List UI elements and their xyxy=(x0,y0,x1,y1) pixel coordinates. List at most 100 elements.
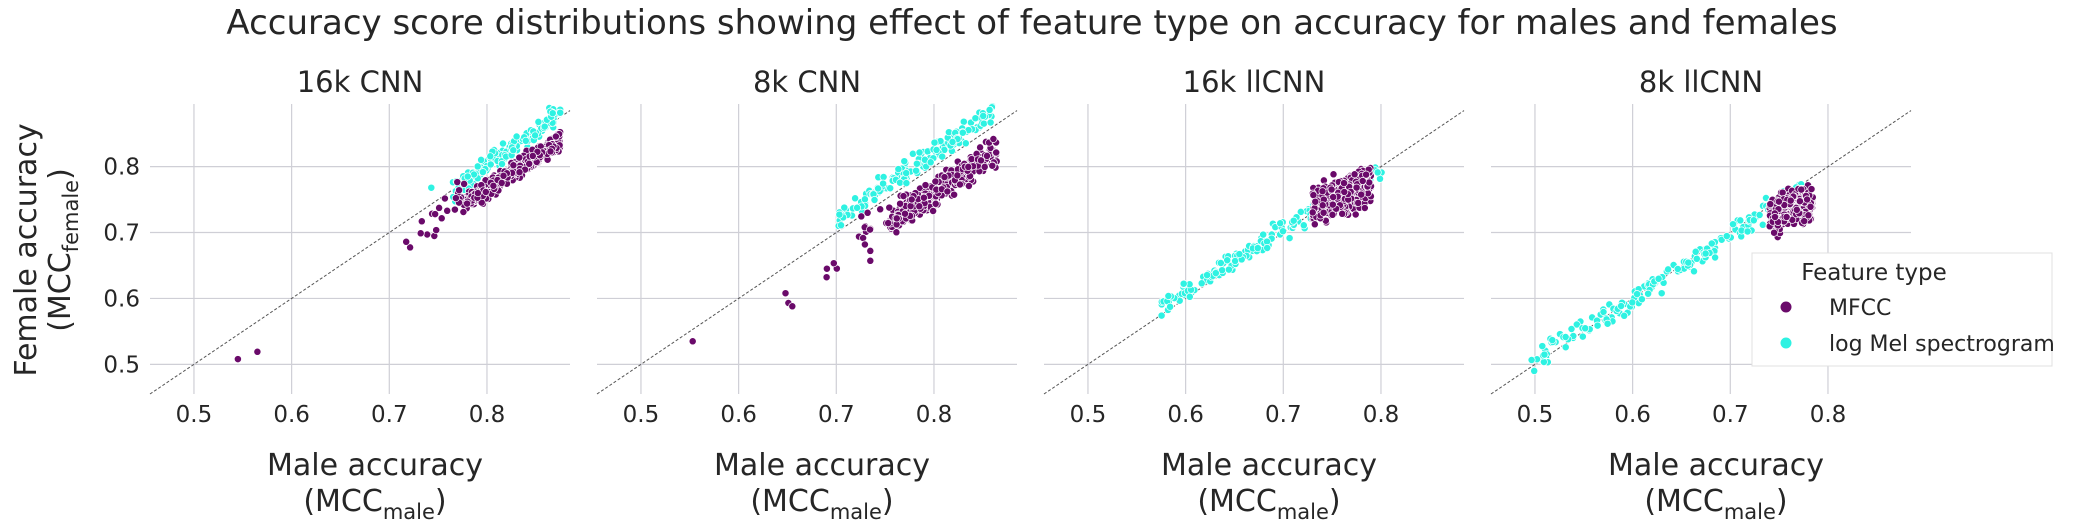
point-log-mel-spectrogram xyxy=(1197,279,1206,288)
point-mfcc xyxy=(866,225,874,234)
point-mfcc xyxy=(829,259,838,268)
point-mfcc xyxy=(1354,198,1363,207)
point-mfcc xyxy=(896,199,905,208)
point-mfcc xyxy=(1766,200,1775,209)
point-mfcc xyxy=(432,226,441,235)
point-log-mel-spectrogram xyxy=(1166,302,1175,311)
point-log-mel-spectrogram xyxy=(1223,256,1232,265)
legend-marker-mfcc xyxy=(1779,300,1793,314)
point-log-mel-spectrogram xyxy=(1235,250,1244,259)
point-mfcc xyxy=(1319,208,1328,217)
point-log-mel-spectrogram xyxy=(971,114,980,123)
panel-title: 8k CNN xyxy=(753,65,861,99)
point-log-mel-spectrogram xyxy=(1276,219,1285,228)
point-log-mel-spectrogram xyxy=(879,179,888,188)
x-axis-label-mcc: (MCCmale) xyxy=(1644,484,1787,524)
point-log-mel-spectrogram xyxy=(1572,320,1581,329)
point-mfcc xyxy=(417,217,426,226)
point-mfcc xyxy=(1328,210,1337,219)
point-log-mel-spectrogram xyxy=(1633,290,1642,299)
point-log-mel-spectrogram xyxy=(1691,247,1700,256)
point-log-mel-spectrogram xyxy=(912,159,921,168)
point-log-mel-spectrogram xyxy=(902,169,911,178)
point-log-mel-spectrogram xyxy=(985,105,994,114)
point-mfcc xyxy=(509,161,518,170)
point-mfcc xyxy=(1327,185,1336,194)
point-mfcc xyxy=(440,194,449,203)
point-log-mel-spectrogram xyxy=(1729,220,1737,229)
point-mfcc xyxy=(956,180,964,189)
point-mfcc xyxy=(551,132,560,141)
point-mfcc xyxy=(1362,170,1371,179)
point-mfcc xyxy=(1338,209,1347,218)
point-mfcc xyxy=(1329,170,1338,179)
x-tick-label: 0.5 xyxy=(1070,402,1107,428)
point-log-mel-spectrogram xyxy=(1540,350,1549,359)
point-log-mel-spectrogram xyxy=(1637,295,1646,304)
point-log-mel-spectrogram xyxy=(938,152,947,161)
point-mfcc xyxy=(931,199,940,208)
point-log-mel-spectrogram xyxy=(1617,302,1626,310)
point-mfcc xyxy=(906,202,915,211)
point-log-mel-spectrogram xyxy=(463,172,472,181)
x-tick-label: 0.8 xyxy=(469,402,506,428)
point-log-mel-spectrogram xyxy=(1253,244,1262,253)
point-mfcc xyxy=(1786,196,1795,205)
point-log-mel-spectrogram xyxy=(1539,358,1548,366)
x-tick-label: 0.8 xyxy=(916,402,953,428)
point-log-mel-spectrogram xyxy=(886,184,895,193)
x-tick-label: 0.8 xyxy=(1363,402,1400,428)
point-log-mel-spectrogram xyxy=(860,195,869,204)
panel-title: 16k llCNN xyxy=(1183,65,1326,99)
point-log-mel-spectrogram xyxy=(851,194,860,203)
point-mfcc xyxy=(1774,197,1783,206)
point-mfcc xyxy=(1308,208,1317,217)
y-axis-label-mcc: (MCCfemale) xyxy=(43,168,83,332)
point-log-mel-spectrogram xyxy=(1538,342,1547,351)
point-log-mel-spectrogram xyxy=(486,160,495,169)
point-log-mel-spectrogram xyxy=(1224,265,1233,274)
point-log-mel-spectrogram xyxy=(840,203,849,212)
point-mfcc xyxy=(921,181,930,190)
panel-8k-cnn: 8k CNN 0.5 0.6 0.7 0.8 Male accuracy(MCCmale) xyxy=(596,65,1018,524)
point-log-mel-spectrogram xyxy=(908,149,917,158)
point-mfcc xyxy=(253,347,262,356)
x-axis-label-main: Male accuracy xyxy=(267,448,483,483)
point-mfcc xyxy=(929,207,938,215)
scatter-points xyxy=(1157,163,1386,320)
point-log-mel-spectrogram xyxy=(512,132,521,141)
x-tick-label: 0.6 xyxy=(273,402,310,428)
point-mfcc xyxy=(866,256,875,265)
point-mfcc xyxy=(1804,211,1813,220)
point-log-mel-spectrogram xyxy=(1259,230,1268,239)
point-mfcc xyxy=(402,237,411,246)
point-mfcc xyxy=(463,199,472,208)
point-log-mel-spectrogram xyxy=(1755,211,1764,219)
point-mfcc xyxy=(892,214,901,223)
point-log-mel-spectrogram xyxy=(556,108,565,117)
point-mfcc xyxy=(406,243,415,252)
point-log-mel-spectrogram xyxy=(932,146,941,154)
point-log-mel-spectrogram xyxy=(1628,298,1637,307)
point-mfcc xyxy=(443,206,452,215)
point-log-mel-spectrogram xyxy=(1561,343,1570,352)
point-mfcc xyxy=(964,182,973,190)
point-log-mel-spectrogram xyxy=(912,166,921,175)
reference-line xyxy=(596,110,1018,395)
y-tick-label: 0.6 xyxy=(103,286,140,312)
point-log-mel-spectrogram xyxy=(534,117,543,126)
point-mfcc xyxy=(451,194,460,203)
point-mfcc xyxy=(1807,185,1816,194)
x-tick-label: 0.5 xyxy=(1517,402,1554,428)
point-log-mel-spectrogram xyxy=(900,157,909,166)
point-mfcc xyxy=(943,187,952,196)
point-mfcc xyxy=(1350,170,1359,179)
point-mfcc xyxy=(866,246,875,255)
point-log-mel-spectrogram xyxy=(540,122,549,131)
figure-title: Accuracy score distributions showing eff… xyxy=(226,3,1837,43)
point-log-mel-spectrogram xyxy=(1530,366,1539,375)
point-mfcc xyxy=(876,205,885,214)
panel-8k-llcnn: 8k llCNN 0.5 0.6 0.7 0.8 Male accuracy(MCCmal… xyxy=(1490,65,1912,524)
point-log-mel-spectrogram xyxy=(958,128,967,137)
x-tick-label: 0.7 xyxy=(371,402,408,428)
